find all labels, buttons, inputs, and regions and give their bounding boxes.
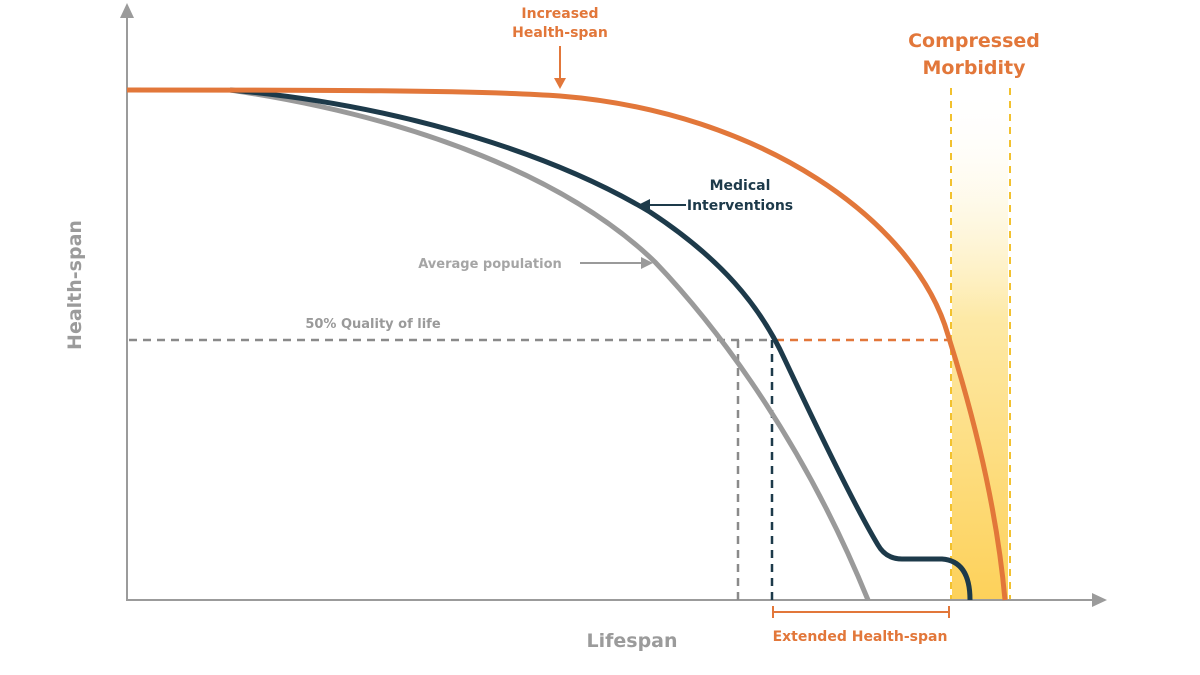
average-population-curve [229,87,871,601]
increased-arrow-icon [554,46,566,89]
compressed-morbidity-band [952,88,1008,600]
compressed-label-line2: Morbidity [922,57,1026,79]
average-population-label: Average population [418,257,562,272]
medical-arrow-icon [638,199,686,211]
quality-of-life-label: 50% Quality of life [305,317,441,332]
x-axis-arrow-icon [1092,593,1107,607]
extended-healthspan-bracket [772,606,950,618]
medical-interventions-curve [229,87,973,601]
compressed-label-line1: Compressed [908,30,1040,52]
increased-label-line2: Health-span [512,25,608,41]
y-axis-label: Health-span [64,220,86,350]
average-arrow-icon [580,257,653,269]
extended-healthspan-label: Extended Health-span [773,629,948,645]
y-axis-arrow-icon [120,3,134,18]
x-axis-label: Lifespan [586,630,677,652]
increased-label-line1: Increased [521,6,598,22]
medical-label-line1: Medical [710,178,771,194]
medical-label-line2: Interventions [687,198,793,214]
increased-healthspan-curve [126,87,1008,601]
